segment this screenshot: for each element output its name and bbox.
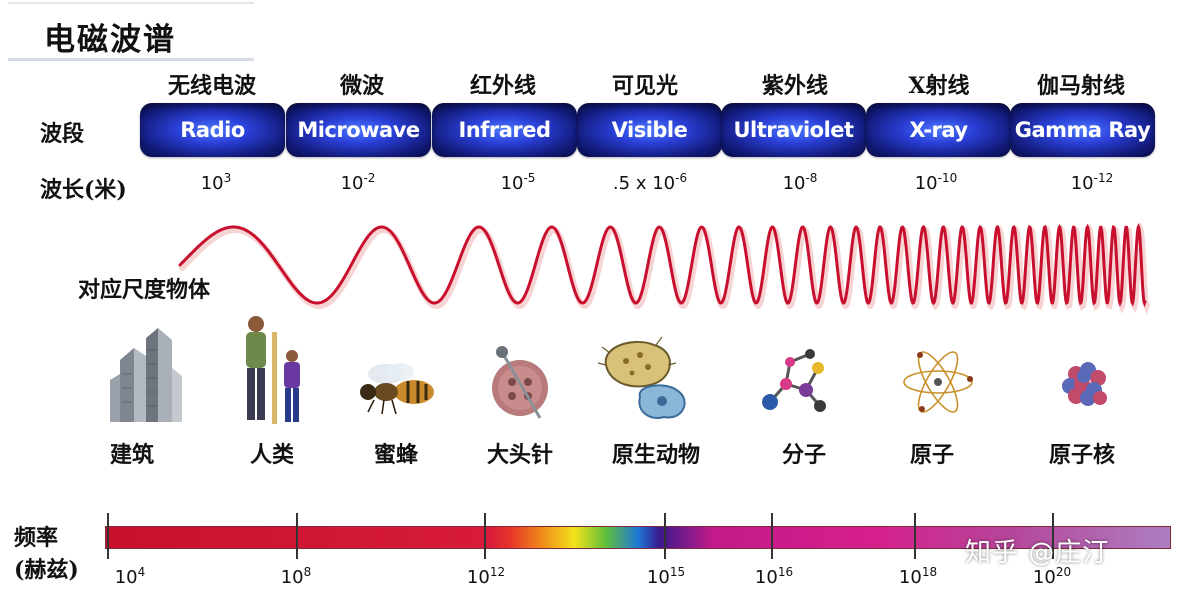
page-title: 电磁波谱 [44,22,176,58]
bee-icon [360,363,434,415]
object-label-humans: 人类 [249,442,294,468]
band-pill-ultraviolet: Ultraviolet [721,103,866,157]
scale-row-label: 对应尺度物体 [78,277,211,303]
object-label-protozoa: 原生动物 [611,442,700,468]
wavelength-visible: .5 x 10-6 [612,171,688,194]
watermark: 知乎 @庄汀 [965,538,1110,568]
band-pill-radio: Radio [140,103,285,157]
protozoa-icon [597,336,686,419]
atom-icon [903,351,973,413]
band-row-label: 波段 [40,121,85,147]
wavelength-infrared: 10-5 [500,171,536,194]
band-cn-xray: X射线 [908,73,970,99]
object-label-atom: 原子 [909,442,954,468]
frequency-tick [484,513,486,559]
molecule-icon [762,349,826,412]
frequency-tick [771,513,773,559]
building-icon [110,328,182,422]
frequency-tick [107,513,109,559]
pin-icon [492,346,548,419]
humans-icon [246,316,300,424]
band-cn-gamma: 伽马射线 [1036,73,1125,99]
band-pill-xray: X-ray [866,103,1011,157]
nucleus-icon [1062,362,1107,406]
frequency-tick-label: 104 [114,565,146,588]
frequency-label-line1: 频率 [14,525,59,551]
frequency-spectrum-bar [105,526,1171,549]
band-cn-microwave: 微波 [339,73,384,99]
wavelength-radio: 103 [200,171,232,194]
title-top-rule [8,2,254,4]
object-label-pin: 大头针 [486,442,553,468]
band-cn-ultraviolet: 紫外线 [761,73,828,99]
wavelength-gamma: 10-12 [1070,171,1114,194]
wave-line [178,222,1147,308]
frequency-label-line2: (赫兹) [14,557,79,583]
band-cn-infrared: 红外线 [469,73,536,99]
wavelength-microwave: 10-2 [340,171,376,194]
frequency-tick-label: 1015 [646,565,686,588]
frequency-tick [914,513,916,559]
frequency-tick [296,513,298,559]
wavelength-xray: 10-10 [914,171,958,194]
object-label-nucleus: 原子核 [1048,442,1115,468]
object-label-building: 建筑 [109,442,154,468]
frequency-tick [664,513,666,559]
band-pill-microwave: Microwave [286,103,431,157]
band-cn-radio: 无线电波 [167,73,256,99]
wavelength-row-label: 波长(米) [40,177,127,203]
frequency-tick-label: 1018 [898,565,938,588]
frequency-tick-label: 1012 [466,565,506,588]
frequency-tick-label: 1016 [754,565,794,588]
band-pill-infrared: Infrared [432,103,577,157]
frequency-row-label: 频率 (赫兹) [14,520,79,584]
frequency-tick-label: 1020 [1032,565,1072,588]
frequency-tick-label: 108 [280,565,312,588]
title-underline [8,58,254,61]
wavelength-ultraviolet: 10-8 [782,171,818,194]
band-pill-visible: Visible [577,103,722,157]
wave-graphic [178,221,1150,315]
object-label-molecule: 分子 [781,442,826,468]
frequency-tick [1052,513,1054,559]
band-cn-visible: 可见光 [611,73,678,99]
band-pill-gamma: Gamma Ray [1010,103,1155,157]
object-label-bee: 蜜蜂 [373,442,418,468]
